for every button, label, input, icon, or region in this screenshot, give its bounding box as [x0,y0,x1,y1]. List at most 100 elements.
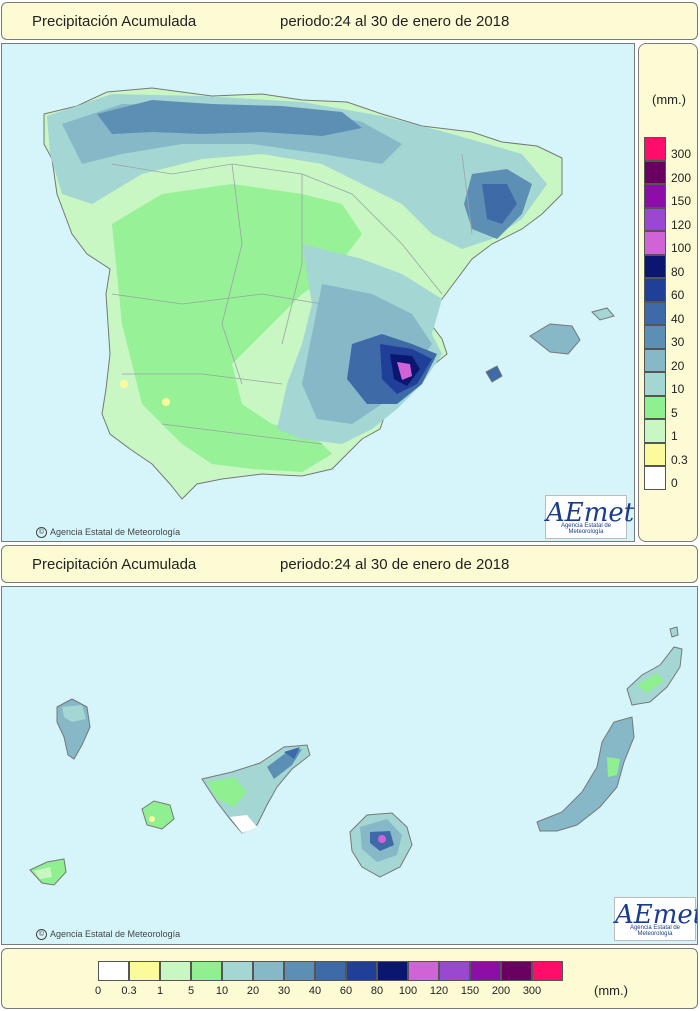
pink-zone-valencia [397,362,412,380]
hlegend-swatch-200 [501,961,532,981]
legend-swatch-100 [644,231,666,255]
bottom-map-period: periodo:24 al 30 de enero de 2018 [280,556,510,573]
legend-value-150: 150 [671,194,692,208]
hlegend-swatch-300 [532,961,563,981]
bottom-copyright-text: Agencia Estatal de Meteorología [50,929,181,939]
hlegend-value-30: 30 [277,985,291,997]
yellow-spot-portugal [120,380,128,388]
legend-swatch-0.3 [644,442,666,466]
legend-value-0: 0 [671,476,678,490]
graciosa-island [669,626,679,638]
peninsula-map-panel: © Agencia Estatal de Meteorología AEmet A… [1,43,635,542]
bottom-map-title: Precipitación Acumulada [32,556,197,573]
legend-swatch-0 [644,466,666,490]
hlegend-swatch-100 [408,961,439,981]
hlegend-swatch-30 [284,961,315,981]
legend-swatch-10 [644,372,666,396]
tenerife-green [207,777,247,807]
hlegend-value-20: 20 [246,985,260,997]
yellow-spot-andalusia [162,398,170,406]
legend-value-100: 100 [671,241,692,255]
top-logo-sub: Agencia Estatal de Meteorología [560,523,612,535]
legend-value-120: 120 [671,217,692,232]
legend-swatch-20 [644,348,666,372]
hlegend-swatch-150 [470,961,501,981]
la-palma-green [62,705,86,722]
bottom-title-bar: Precipitación Acumulada periodo:24 al 30… [1,545,698,583]
legend-value-10: 10 [671,382,685,396]
hlegend-value-40: 40 [308,985,322,997]
legend-swatch-60 [644,278,666,302]
hlegend-swatch-60 [346,961,377,981]
hlegend-value-200: 200 [491,985,511,997]
hlegend-swatch-1 [160,961,191,981]
canary-map-panel: © Agencia Estatal de Meteorología AEmet A… [1,586,698,945]
menorca-island [591,307,615,321]
legend-swatch-30 [644,325,666,349]
hlegend-value-10: 10 [215,985,229,997]
la-gomera-yellow [149,816,155,822]
top-map-period: periodo:24 al 30 de enero de 2018 [280,13,510,30]
hlegend-swatch-0.3 [129,961,160,981]
lanzarote-green [637,673,664,693]
legend-value-20: 20 [671,358,685,373]
hlegend-swatch-5 [191,961,222,981]
legend-value-40: 40 [671,311,685,326]
canary-map [29,626,683,886]
fuerteventura-island [536,716,635,832]
legend-value-1: 1 [671,429,678,443]
bottom-logo-text: AEmet [615,900,698,930]
bottom-aemet-logo: AEmet Agencia Estatal de Meteorología [614,897,698,941]
hlegend-value-5: 5 [187,985,195,997]
vertical-legend-unit: (mm.) [652,92,686,107]
legend-swatch-5 [644,395,666,419]
hlegend-value-300: 300 [522,985,542,997]
hlegend-swatch-80 [377,961,408,981]
legend-value-200: 200 [671,170,692,185]
tenerife-light [230,815,257,833]
top-copyright-text: Agencia Estatal de Meteorología [50,527,181,537]
region-borders [111,153,473,445]
legend-value-80: 80 [671,264,685,279]
ibiza-island [485,365,503,383]
legend-swatch-40 [644,301,666,325]
green-zone-center [112,184,362,472]
hlegend-value-60: 60 [339,985,353,997]
hlegend-value-100: 100 [398,985,418,997]
legend-value-60: 60 [671,288,685,302]
hlegend-value-0.3: 0.3 [121,985,137,997]
hlegend-swatch-120 [439,961,470,981]
hlegend-swatch-0 [98,961,129,981]
darkblue-zone-catalonia [482,184,517,224]
horizontal-legend: 0 0.3 1 5 10 20 30 40 60 80 100 120 150 200 300 (mm.) [1,948,698,1009]
la-gomera-island [141,800,175,830]
hlegend-value-0: 0 [94,985,102,997]
mallorca-island [529,323,581,355]
tenerife-darkblue [284,747,300,759]
hlegend-value-120: 120 [429,985,449,997]
gran-canaria-pink [378,835,386,843]
hlegend-swatch-20 [253,961,284,981]
blue-zone-north-coast [97,100,362,136]
legend-swatch-120 [644,207,666,231]
top-map-title: Precipitación Acumulada [32,13,197,30]
hlegend-value-1: 1 [156,985,164,997]
legend-swatch-150 [644,184,666,208]
legend-value-5: 5 [671,405,678,420]
legend-swatch-300 [644,137,666,161]
hlegend-value-80: 80 [370,985,384,997]
hlegend-swatch-40 [315,961,346,981]
hlegend-swatch-10 [222,961,253,981]
copyright-icon: © [36,929,47,941]
legend-swatch-1 [644,419,666,443]
legend-swatch-80 [644,254,666,278]
top-title-bar: Precipitación Acumulada periodo:24 al 30… [1,2,698,40]
hlegend-value-150: 150 [460,985,480,997]
vertical-legend: (mm.) 300 200 150 120 100 80 60 40 30 20 10 5 1 0.3 0 [638,43,698,542]
el-hierro-light [34,867,52,879]
top-aemet-logo: AEmet Agencia Estatal de Meteorología [545,495,634,539]
peninsula-map [43,87,615,500]
bottom-copyright: © Agencia Estatal de Meteorología [36,929,181,941]
legend-value-300: 300 [671,147,692,161]
legend-swatch-200 [644,160,666,184]
